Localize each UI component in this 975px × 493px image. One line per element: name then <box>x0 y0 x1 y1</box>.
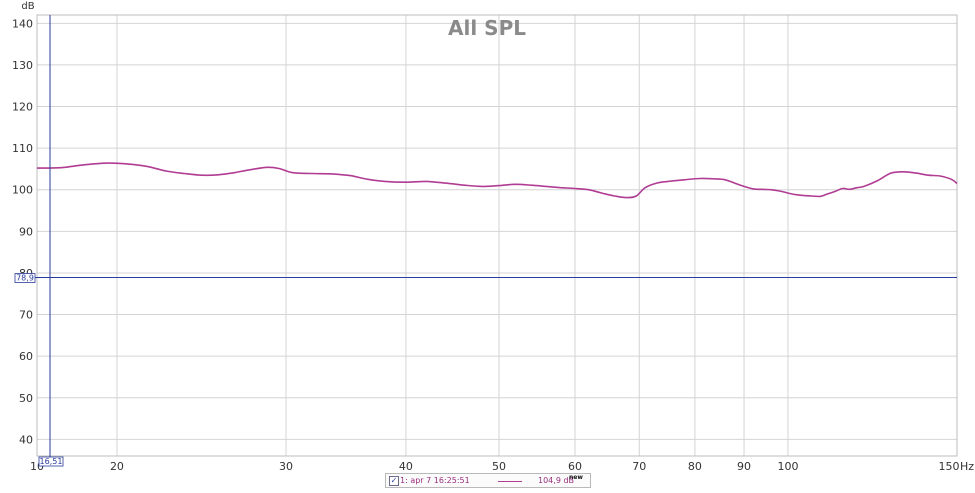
y-tick-label: 90 <box>19 225 33 238</box>
y-tick-label: 70 <box>19 309 33 322</box>
grid <box>37 15 957 456</box>
x-unit-label: Hz <box>960 460 974 473</box>
y-tick-label: 140 <box>12 17 33 30</box>
legend[interactable]: ✓ 1: apr 7 16:25:51 104,9 dB new <box>385 473 591 488</box>
x-tick-label: 30 <box>279 460 293 473</box>
x-tick-label: 150 <box>939 460 960 473</box>
cursor-y-value: 78,9 <box>16 274 34 283</box>
legend-new-badge: new <box>569 474 583 481</box>
y-tick-label: 60 <box>19 350 33 363</box>
x-tick-label: 50 <box>492 460 506 473</box>
legend-checkbox[interactable]: ✓ <box>389 476 399 486</box>
chart-title: All SPL <box>448 16 526 40</box>
y-tick-label: 50 <box>19 392 33 405</box>
x-tick-label: 20 <box>110 460 124 473</box>
series-layer <box>36 162 958 199</box>
x-tick-label: 60 <box>568 460 582 473</box>
cursor-x-value: 16,51 <box>40 457 63 466</box>
cursor-x-tag <box>38 456 64 467</box>
x-tick-label: 40 <box>399 460 413 473</box>
x-tick-label: 80 <box>688 460 702 473</box>
y-tick-label: 40 <box>19 433 33 446</box>
series-line-0 <box>36 162 958 199</box>
y-tick-label: 120 <box>12 101 33 114</box>
legend-swatch <box>498 481 522 482</box>
y-tick-label: 130 <box>12 59 33 72</box>
legend-value: 104,9 dB <box>538 476 575 485</box>
plot-border <box>36 14 958 457</box>
y-unit-label: dB <box>21 1 34 12</box>
cursor: 78,9 16,51 <box>14 15 957 467</box>
x-tick-label: 70 <box>632 460 646 473</box>
legend-series-name: 1: apr 7 16:25:51 <box>400 476 470 485</box>
axes: 4050607080901001101201301402030405060708… <box>12 1 974 473</box>
x-tick-label: 100 <box>777 460 798 473</box>
cursor-y-tag <box>14 273 36 283</box>
plot-frame <box>36 14 958 457</box>
x-tick-label: 90 <box>737 460 751 473</box>
y-tick-label: 110 <box>12 142 33 155</box>
y-tick-label: 100 <box>12 184 33 197</box>
